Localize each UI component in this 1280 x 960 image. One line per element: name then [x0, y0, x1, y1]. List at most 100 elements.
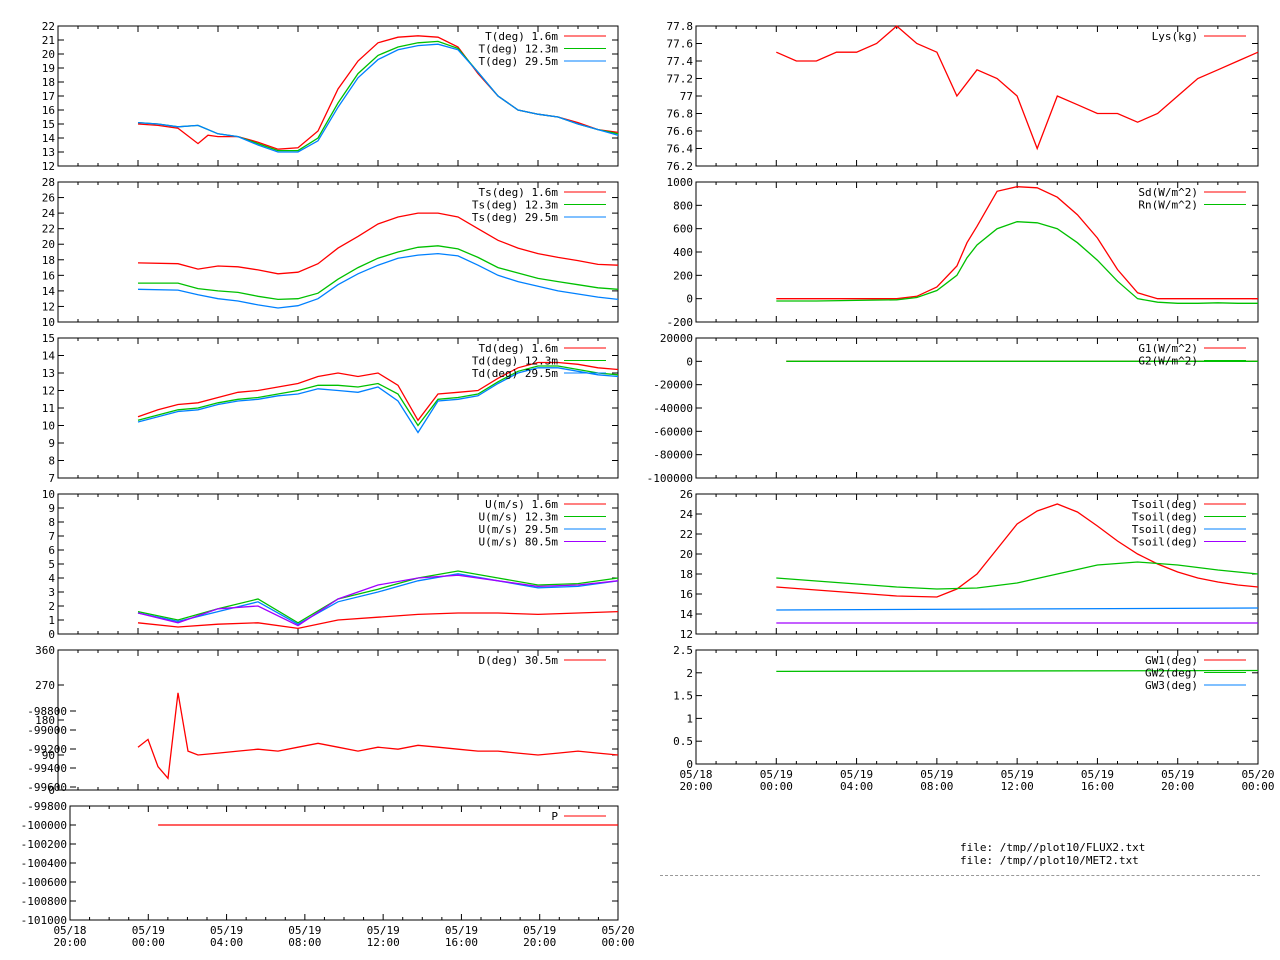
y-tick-label: 24: [42, 207, 56, 220]
y-tick-label: 2.5: [673, 644, 693, 657]
y-tick-label: 7: [48, 472, 55, 485]
y-tick-label: 12: [680, 628, 693, 641]
y-tick-label: 21: [42, 34, 55, 47]
y-tick-label: 18: [680, 568, 693, 581]
y-tick-label: 11: [42, 402, 55, 415]
y-tick-label: 400: [673, 246, 693, 259]
series-line: [776, 607, 1259, 611]
y-tick-label: 14: [42, 285, 56, 298]
y-tick-label: 0: [686, 293, 693, 306]
y-tick-label: 77.4: [667, 55, 694, 68]
series-line: [137, 361, 619, 422]
panel-4: 0 90 180 270 360 D(deg) 30.5m: [35, 644, 619, 797]
y-tick-label: 18: [42, 254, 55, 267]
series-line: [776, 503, 1259, 598]
file-labels: file: /tmp//plot10/FLUX2.txt file: /tmp//…: [960, 841, 1145, 867]
series-line: [776, 186, 1258, 300]
x-tick-label: 12:00: [1001, 780, 1034, 793]
series-line: [137, 610, 619, 630]
y-tick-label: 10: [42, 488, 55, 501]
x-tick-label: 20:00: [53, 936, 86, 949]
legend-label: Ts(deg) 1.6m: [479, 186, 559, 199]
y-tick-label: 200: [673, 269, 693, 282]
y-tick-label: 6: [48, 544, 55, 557]
x-tick-label: 05/19: [1001, 768, 1034, 781]
y-tick-label: 20: [680, 548, 693, 561]
series-line: [137, 692, 619, 780]
legend-label: Tsoil(deg): [1132, 498, 1198, 511]
y-tick-label: 77.8: [667, 20, 694, 33]
legend-label: P: [551, 810, 558, 823]
series-line: [137, 367, 619, 434]
legend-label: U(m/s) 29.5m: [479, 523, 559, 536]
y-tick-label: 13: [42, 367, 55, 380]
y-tick-label: 28: [42, 176, 55, 189]
y-tick-label: 8: [48, 455, 55, 468]
y-tick-label: -99400: [27, 762, 67, 775]
y-tick-label: 5: [48, 558, 55, 571]
y-tick-label: 0: [48, 784, 55, 797]
legend-label: Lys(kg): [1152, 30, 1198, 43]
legend-label: Ts(deg) 29.5m: [472, 211, 558, 224]
y-tick-label: 76.6: [667, 125, 694, 138]
x-tick-label: 20:00: [523, 936, 556, 949]
y-tick-label: 26: [680, 488, 693, 501]
panel-6: 76.2 76.4 76.6 76.8 77 77.2 77.4 77.6 77.8 Lys(kg…: [667, 20, 1259, 173]
panel-7: -200 0 200 400 600 800 1000 Sd(W/m^2)Rn(W/m^2): [667, 176, 1259, 329]
y-tick-label: 1000: [667, 176, 694, 189]
y-tick-label: -200: [667, 316, 694, 329]
y-tick-label: 10: [42, 420, 55, 433]
x-tick-label: 05/18: [53, 924, 86, 937]
y-tick-label: 19: [42, 62, 55, 75]
legend-label: Tsoil(deg): [1132, 523, 1198, 536]
x-tick-label: 05/19: [132, 924, 165, 937]
y-tick-label: -100200: [21, 838, 67, 851]
file-label-met: file: /tmp//plot10/MET2.txt: [960, 854, 1139, 867]
y-tick-label: 77.6: [667, 38, 694, 51]
legend-label: Td(deg) 29.5m: [472, 367, 558, 380]
y-tick-label: 4: [48, 572, 55, 585]
y-tick-label: 13: [42, 146, 55, 159]
legend-label: U(m/s) 80.5m: [479, 536, 559, 549]
y-tick-label: 16: [42, 269, 55, 282]
plot-frame: [69, 805, 619, 921]
dashed-separator: [660, 875, 1260, 876]
panel-10: 00.511.522.505/1820:0005/1900:0005/1904:…: [673, 644, 1274, 793]
y-tick-label: -40000: [653, 402, 693, 415]
y-tick-label: 9: [48, 502, 55, 515]
y-tick-label: -100400: [21, 857, 67, 870]
y-tick-label: -98800: [27, 705, 67, 718]
y-tick-label: 600: [673, 223, 693, 236]
y-tick-label: 77: [680, 90, 693, 103]
x-tick-label: 05/19: [288, 924, 321, 937]
panel-8: -100000 -80000 -60000 -40000 -20000 0 20000 G1(…: [647, 332, 1259, 485]
x-tick-label: 16:00: [445, 936, 478, 949]
y-tick-label: 2: [48, 600, 55, 613]
x-tick-label: 05/19: [1081, 768, 1114, 781]
series-line: [776, 669, 1259, 673]
legend-label: T(deg) 1.6m: [485, 30, 558, 43]
x-tick-label: 20:00: [1161, 780, 1194, 793]
y-tick-label: -100600: [21, 876, 67, 889]
x-tick-label: 05/19: [760, 768, 793, 781]
legend-label: GW3(deg): [1145, 679, 1198, 692]
y-tick-label: 20: [42, 238, 55, 251]
x-tick-label: 08:00: [920, 780, 953, 793]
y-tick-label: -99200: [27, 743, 67, 756]
legend-label: G2(W/m^2): [1138, 355, 1198, 368]
y-tick-label: 180: [35, 714, 55, 727]
y-tick-label: 14: [42, 132, 56, 145]
x-tick-label: 05/19: [920, 768, 953, 781]
legend-label: Td(deg) 1.6m: [479, 342, 559, 355]
series-line: [137, 365, 619, 427]
legend-label: U(m/s) 12.3m: [479, 511, 559, 524]
y-tick-label: -101000: [21, 914, 67, 927]
y-tick-label: -80000: [653, 449, 693, 462]
y-tick-label: 9: [48, 437, 55, 450]
series-line: [137, 43, 619, 153]
x-tick-label: 05/18: [679, 768, 712, 781]
legend-label: Sd(W/m^2): [1138, 186, 1198, 199]
y-tick-label: 1: [686, 712, 693, 725]
